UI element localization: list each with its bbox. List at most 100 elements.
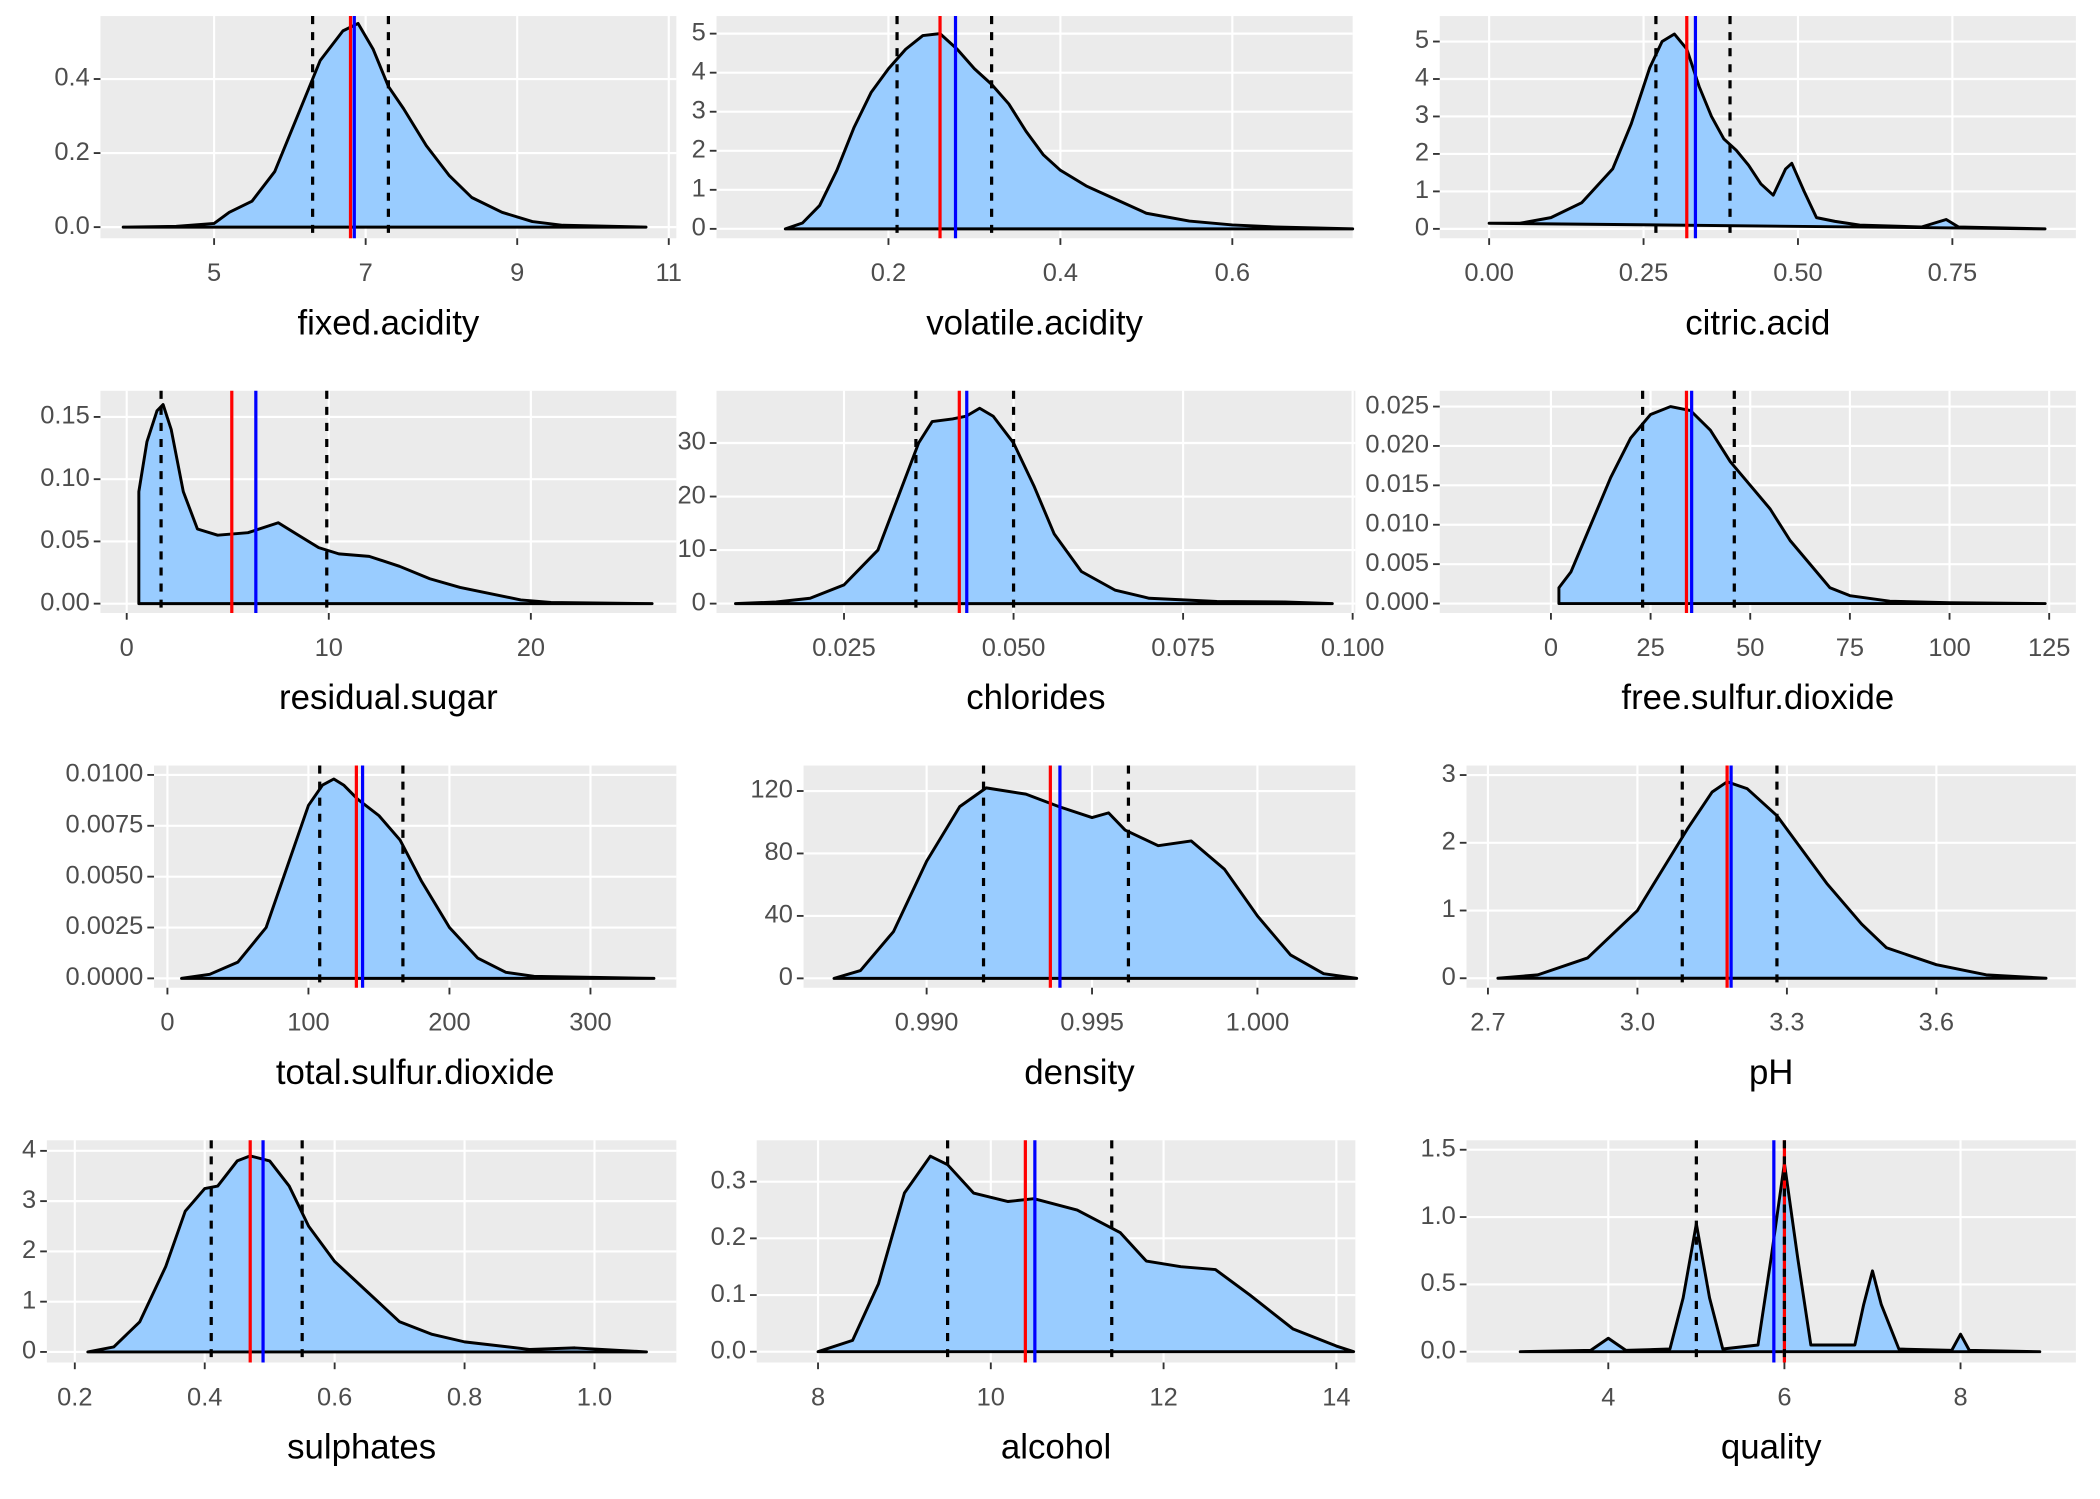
y-tick-label: 0.15	[40, 402, 90, 430]
x-tick-label: 25	[1636, 634, 1664, 662]
y-tick-label: 0.0	[711, 1336, 746, 1364]
y-tick-label: 0	[692, 588, 706, 616]
y-tick-label: 0.015	[1365, 470, 1429, 498]
x-axis-label: total.sulfur.dioxide	[276, 1053, 555, 1092]
x-axis-label: citric.acid	[1685, 303, 1830, 342]
x-tick-label: 3.0	[1620, 1009, 1655, 1037]
y-tick-label: 5	[1415, 26, 1429, 54]
x-tick-label: 0.050	[982, 634, 1046, 662]
y-tick-label: 0.0	[1420, 1336, 1455, 1364]
x-tick-label: 200	[428, 1009, 470, 1037]
y-tick-label: 0.05	[40, 526, 90, 554]
y-tick-label: 1.0	[1420, 1202, 1455, 1230]
density-area	[86, 1154, 648, 1354]
x-tick-label: 100	[287, 1009, 329, 1037]
x-tick-label: 7	[359, 259, 373, 287]
x-tick-label: 0.2	[871, 259, 906, 287]
x-axis-label: alcohol	[1001, 1428, 1111, 1467]
y-tick-label: 4	[22, 1136, 36, 1164]
x-tick-label: 0.4	[1043, 259, 1078, 287]
x-tick-label: 0.025	[812, 634, 876, 662]
x-tick-label: 100	[1928, 634, 1970, 662]
density-area	[816, 1154, 1356, 1354]
x-tick-label: 0.75	[1928, 259, 1978, 287]
x-tick-label: 3.6	[1919, 1009, 1954, 1037]
x-tick-label: 75	[1836, 634, 1864, 662]
x-tick-label: 0	[160, 1009, 174, 1037]
y-tick-label: 4	[692, 57, 706, 85]
x-tick-label: 10	[977, 1383, 1005, 1411]
x-tick-label: 20	[517, 634, 545, 662]
x-tick-label: 8	[811, 1383, 825, 1411]
density-area	[1487, 32, 2047, 231]
y-tick-label: 0.020	[1365, 431, 1429, 459]
y-tick-label: 1.5	[1420, 1134, 1455, 1162]
y-tick-label: 0.0	[54, 212, 89, 240]
x-tick-label: 11	[656, 259, 682, 287]
x-tick-label: 1.0	[577, 1383, 612, 1411]
density-area	[137, 403, 654, 606]
density-area	[1518, 1161, 2042, 1354]
y-tick-label: 120	[750, 776, 792, 804]
y-tick-label: 3	[1415, 101, 1429, 129]
y-tick-label: 80	[765, 838, 793, 866]
x-tick-label: 0.8	[447, 1383, 482, 1411]
x-axis-label: free.sulfur.dioxide	[1621, 678, 1894, 717]
y-tick-label: 2	[1442, 828, 1456, 856]
x-tick-label: 0.50	[1773, 259, 1823, 287]
y-tick-label: 0.025	[1365, 391, 1429, 419]
x-tick-label: 2.7	[1470, 1009, 1505, 1037]
y-tick-label: 0	[779, 963, 793, 991]
y-tick-label: 0	[1442, 963, 1456, 991]
x-axis-label: sulphates	[287, 1428, 436, 1467]
y-tick-label: 2	[1415, 139, 1429, 167]
y-tick-label: 0.010	[1365, 509, 1429, 537]
y-tick-label: 0.2	[711, 1223, 746, 1251]
y-tick-label: 2	[692, 135, 706, 163]
x-tick-label: 6	[1777, 1383, 1791, 1411]
y-tick-label: 1	[692, 175, 706, 203]
y-tick-label: 3	[22, 1186, 36, 1214]
y-tick-label: 1	[1442, 895, 1456, 923]
density-area	[832, 786, 1359, 980]
x-tick-label: 0.990	[895, 1009, 959, 1037]
x-tick-label: 4	[1601, 1383, 1615, 1411]
x-axis-label: residual.sugar	[279, 678, 498, 717]
density-area	[734, 406, 1334, 606]
y-tick-label: 40	[765, 901, 793, 929]
x-axis-label: chlorides	[966, 678, 1105, 717]
x-tick-label: 0.2	[57, 1383, 92, 1411]
y-tick-label: 0.0075	[66, 811, 144, 839]
y-tick-label: 30	[678, 428, 706, 456]
x-tick-label: 10	[315, 634, 343, 662]
y-tick-label: 1	[22, 1286, 36, 1314]
y-tick-label: 0.3	[711, 1166, 746, 1194]
x-tick-label: 0.100	[1321, 634, 1385, 662]
x-tick-label: 14	[1322, 1383, 1350, 1411]
y-tick-label: 20	[678, 481, 706, 509]
y-tick-label: 0.00	[40, 588, 90, 616]
y-tick-label: 0.2	[54, 138, 89, 166]
x-tick-label: 0.6	[1215, 259, 1250, 287]
y-tick-label: 0.005	[1365, 549, 1429, 577]
x-tick-label: 125	[2028, 634, 2070, 662]
x-tick-label: 12	[1149, 1383, 1177, 1411]
x-tick-label: 0	[120, 634, 134, 662]
y-tick-label: 2	[22, 1236, 36, 1264]
x-tick-label: 5	[207, 259, 221, 287]
y-tick-label: 0.0050	[66, 861, 144, 889]
y-tick-label: 0	[22, 1337, 36, 1365]
x-axis-label: pH	[1749, 1053, 1793, 1092]
density-area	[1496, 780, 2048, 980]
y-tick-label: 0.10	[40, 464, 90, 492]
x-axis-label: density	[1024, 1053, 1135, 1092]
x-tick-label: 8	[1953, 1383, 1967, 1411]
y-tick-label: 5	[692, 18, 706, 46]
density-area	[1557, 405, 2047, 606]
x-tick-label: 3.3	[1769, 1009, 1804, 1037]
y-tick-label: 0.0000	[66, 963, 144, 991]
x-tick-label: 0	[1544, 634, 1558, 662]
x-tick-label: 0.00	[1464, 259, 1514, 287]
y-tick-label: 3	[692, 96, 706, 124]
y-tick-label: 0.4	[54, 64, 89, 92]
